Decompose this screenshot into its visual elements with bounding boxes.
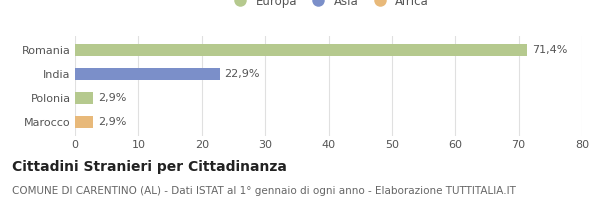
Text: 2,9%: 2,9%	[98, 93, 126, 103]
Bar	[75, 116, 94, 128]
Text: Cittadini Stranieri per Cittadinanza: Cittadini Stranieri per Cittadinanza	[12, 160, 287, 174]
Bar	[75, 44, 527, 56]
Text: COMUNE DI CARENTINO (AL) - Dati ISTAT al 1° gennaio di ogni anno - Elaborazione : COMUNE DI CARENTINO (AL) - Dati ISTAT al…	[12, 186, 516, 196]
Text: 22,9%: 22,9%	[224, 69, 260, 79]
Bar	[75, 92, 94, 104]
Text: 2,9%: 2,9%	[98, 117, 126, 127]
Bar	[75, 68, 220, 80]
Text: 71,4%: 71,4%	[532, 45, 568, 55]
Legend: Europa, Asia, Africa: Europa, Asia, Africa	[224, 0, 433, 12]
